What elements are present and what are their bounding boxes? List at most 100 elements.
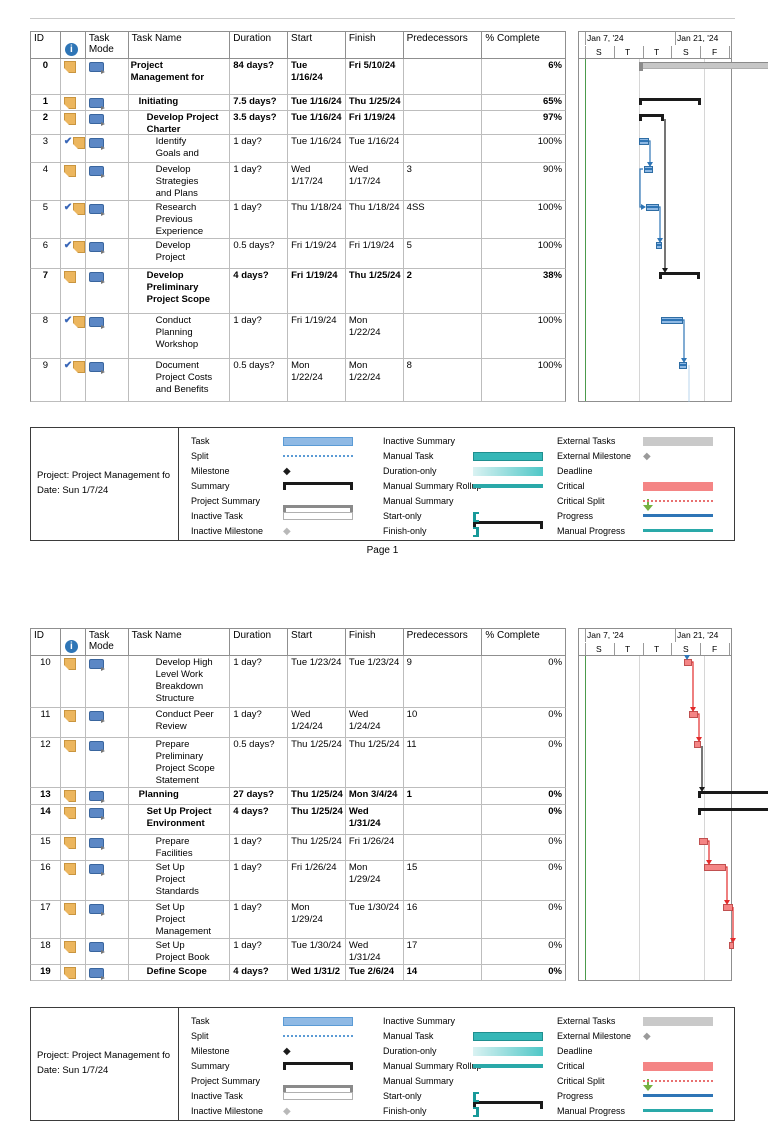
column-header-finish[interactable]: Finish — [346, 629, 404, 655]
task-id: 2 — [31, 111, 61, 134]
critical-task-bar[interactable] — [723, 904, 733, 911]
task-row-16[interactable]: 16 Set Up Project Standards 1 day? Fri 1/26… — [30, 861, 566, 901]
column-header-dur[interactable]: Duration — [230, 32, 289, 58]
critical-task-bar[interactable] — [729, 942, 734, 949]
legend-swatch-dia: ◆ — [283, 1106, 291, 1117]
task-row-13[interactable]: 13 Planning 27 days? Thu 1/25/24 Mon 3/4/24 1… — [30, 788, 566, 805]
task-finish: Wed 1/31/24 — [346, 939, 404, 964]
legend-label: Manual Progress — [557, 1106, 626, 1116]
column-header-finish[interactable]: Finish — [346, 32, 404, 58]
task-finish: Fri 5/10/24 — [346, 59, 404, 94]
task-bar[interactable] — [661, 317, 683, 324]
task-name: Planning — [129, 788, 231, 804]
task-row-1[interactable]: 1 Initiating 7.5 days? Tue 1/16/24 Thu 1/25/… — [30, 95, 566, 111]
task-row-19[interactable]: 19 Define Scope 4 days? Wed 1/31/2 Tue 2/6/2… — [30, 965, 566, 981]
task-bar[interactable] — [679, 362, 687, 369]
legend-label: Manual Task — [383, 451, 434, 461]
legend-swatch-bar — [473, 1032, 543, 1041]
task-row-2[interactable]: 2 Develop Project Charter 3.5 days? Tue 1/1… — [30, 111, 566, 135]
task-row-14[interactable]: 14 Set Up Project Environment 4 days? Thu 1… — [30, 805, 566, 835]
task-row-5[interactable]: 5 ✔ Research Previous Experience 1 day? Thu … — [30, 201, 566, 239]
task-row-7[interactable]: 7 Develop Preliminary Project Scope 4 days… — [30, 269, 566, 314]
task-row-11[interactable]: 11 Conduct Peer Review 1 day? Wed 1/24/24 We… — [30, 708, 566, 738]
task-name: Develop High Level Work Breakdown Struct… — [129, 656, 231, 707]
task-bar[interactable] — [656, 242, 662, 249]
column-header-dur[interactable]: Duration — [230, 629, 289, 655]
indicator-cell — [61, 95, 86, 110]
note-icon — [63, 97, 76, 109]
task-row-0[interactable]: 0 Project Management for 84 days? Tue 1/16/… — [30, 59, 566, 95]
timeline-tier2-label: F — [712, 47, 718, 57]
bracket-top — [283, 1062, 353, 1065]
project-summary-bar[interactable] — [639, 62, 768, 71]
task-row-9[interactable]: 9 ✔ Document Project Costs and Benefits 0.5… — [30, 359, 566, 402]
task-predecessors: 5 — [404, 239, 483, 268]
column-header-start[interactable]: Start — [288, 629, 346, 655]
column-header-name[interactable]: Task Name — [129, 629, 231, 655]
legend-swatch-split — [283, 1035, 353, 1037]
task-row-4[interactable]: 4 Develop Strategies and Plans 1 day? Wed 1… — [30, 163, 566, 201]
task-bar[interactable] — [639, 138, 649, 145]
task-row-3[interactable]: 3 ✔ Identify Goals and 1 day? Tue 1/16/24 Tue… — [30, 135, 566, 163]
critical-task-bar[interactable] — [694, 741, 701, 748]
task-id: 0 — [31, 59, 61, 94]
legend-footer-info: Project: Project Management fo Date: Sun … — [31, 428, 179, 540]
bracket-top — [283, 505, 353, 508]
dependency-links — [639, 119, 690, 402]
column-header-name[interactable]: Task Name — [129, 32, 231, 58]
task-bar[interactable] — [644, 166, 653, 173]
auto-scheduled-icon — [88, 272, 105, 284]
summary-bar[interactable] — [639, 98, 701, 105]
legend-label: Finish-only — [383, 526, 427, 536]
legend-label: Summary — [191, 1061, 230, 1071]
note-icon — [63, 658, 76, 670]
indicator-cell: ✔ — [61, 314, 86, 358]
task-row-17[interactable]: 17 Set Up Project Management 1 day? Mon 1/2… — [30, 901, 566, 939]
note-icon — [63, 271, 76, 283]
critical-task-bar[interactable] — [699, 838, 708, 845]
column-header-id[interactable]: ID — [31, 32, 61, 58]
page-number-label: Page 1 — [366, 545, 399, 556]
task-row-6[interactable]: 6 ✔ Develop Project 0.5 days? Fri 1/19/24 Fri… — [30, 239, 566, 269]
critical-task-bar[interactable] — [704, 864, 726, 871]
column-header-id[interactable]: ID — [31, 629, 61, 655]
column-header-mode[interactable]: Task Mode — [86, 629, 129, 655]
legend-swatch-bar — [283, 437, 353, 446]
critical-task-bar[interactable] — [684, 659, 692, 666]
column-header-mode[interactable]: Task Mode — [86, 32, 129, 58]
task-row-12[interactable]: 12 Prepare Preliminary Project Scope Stat… — [30, 738, 566, 788]
timeline-tier2-label: S — [683, 644, 689, 654]
task-finish: Tue 1/30/24 — [346, 901, 404, 938]
column-header-pred[interactable]: Predecessors — [404, 629, 483, 655]
task-start: Thu 1/25/24 — [288, 788, 346, 804]
legend-label: Project Summary — [191, 1076, 261, 1086]
column-header-pct[interactable]: % Complete — [485, 33, 540, 44]
task-row-15[interactable]: 15 Prepare Facilities 1 day? Thu 1/25/24 Fri… — [30, 835, 566, 861]
task-row-10[interactable]: 10 Develop High Level Work Breakdown Stru… — [30, 656, 566, 708]
column-header-pct[interactable]: % Complete — [485, 630, 540, 641]
column-header-pred[interactable]: Predecessors — [404, 32, 483, 58]
column-header-ind[interactable]: i — [61, 32, 86, 58]
task-start: Tue 1/16/24 — [288, 59, 346, 94]
summary-bar[interactable] — [698, 791, 768, 798]
task-row-8[interactable]: 8 ✔ Conduct Planning Workshop 1 day? Fri 1/1… — [30, 314, 566, 359]
task-start: Wed 1/24/24 — [288, 708, 346, 737]
legend-label: External Milestone — [557, 451, 632, 461]
summary-bar[interactable] — [639, 114, 664, 121]
summary-bar[interactable] — [659, 272, 700, 279]
task-bar[interactable] — [646, 204, 659, 211]
task-predecessors: 17 — [404, 939, 483, 964]
note-icon — [63, 790, 76, 802]
critical-task-bar[interactable] — [689, 711, 698, 718]
task-predecessors: 4SS — [404, 201, 483, 238]
task-duration: 1 day? — [230, 314, 289, 358]
task-row-18[interactable]: 18 Set Up Project Book 1 day? Tue 1/30/24 We… — [30, 939, 566, 965]
task-name: Define Scope — [129, 965, 231, 980]
auto-scheduled-icon — [88, 791, 105, 803]
column-header-ind[interactable]: i — [61, 629, 86, 655]
task-id: 13 — [31, 788, 61, 804]
column-header-start[interactable]: Start — [288, 32, 346, 58]
deadline-arrow-head — [643, 1085, 653, 1091]
task-finish: Mon 1/22/24 — [346, 314, 404, 358]
summary-bar[interactable] — [698, 808, 768, 815]
